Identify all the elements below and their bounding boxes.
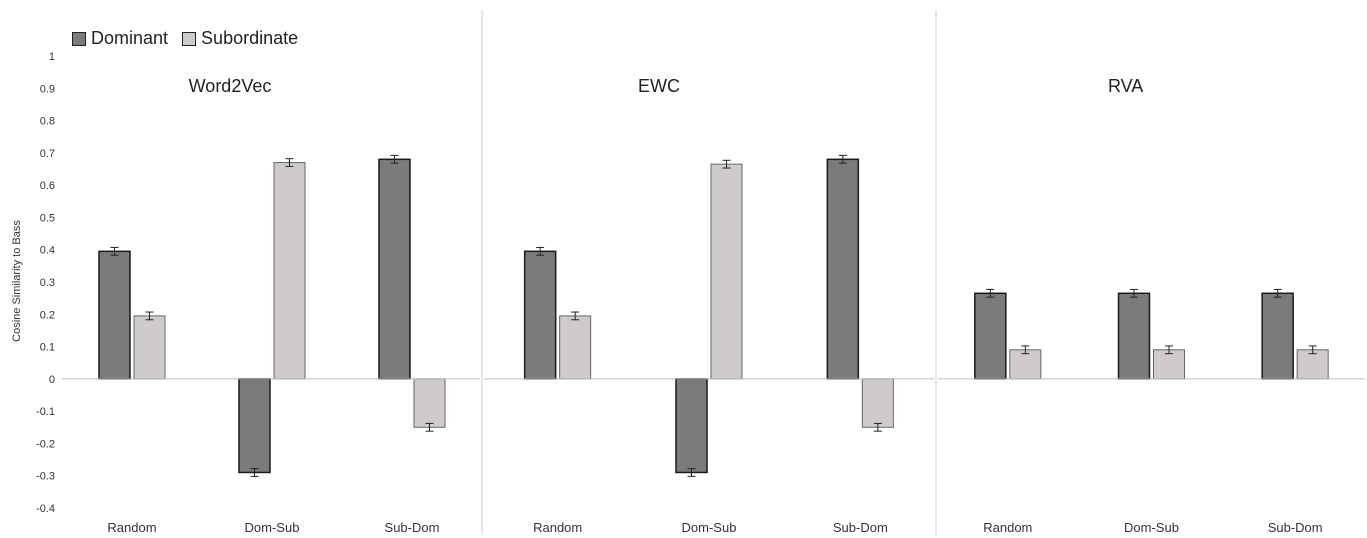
bar-dominant (238, 378, 271, 474)
panel-title: RVA (1108, 76, 1143, 96)
panel-title: Word2Vec (189, 76, 272, 96)
legend-label-dominant: Dominant (91, 28, 169, 48)
x-tick-label: Sub-Dom (1268, 520, 1323, 535)
y-tick-label: -0.3 (36, 471, 55, 483)
y-tick-label: 0.9 (40, 83, 55, 95)
x-tick-label: Random (983, 520, 1032, 535)
y-tick-label: 0.4 (40, 245, 55, 257)
x-tick-label: Sub-Dom (385, 520, 440, 535)
bar-subordinate (861, 378, 894, 428)
panel-title: EWC (638, 76, 680, 96)
bar-dominant (826, 158, 860, 380)
bar-subordinate (273, 162, 306, 380)
bar-subordinate (413, 378, 446, 428)
bar-dominant (1261, 292, 1294, 380)
bar-dominant (378, 158, 411, 380)
legend-label-subordinate: Subordinate (201, 28, 299, 48)
bar-dominant (974, 292, 1007, 380)
x-tick-label: Dom-Sub (245, 520, 300, 535)
bar-subordinate (1296, 349, 1329, 380)
y-tick-label: 0.8 (40, 116, 55, 128)
y-tick-label: 0.2 (40, 309, 55, 321)
x-tick-label: Dom-Sub (1124, 520, 1179, 535)
x-tick-label: Sub-Dom (833, 520, 888, 535)
bar-dominant (1117, 292, 1151, 380)
y-tick-label: 0.3 (40, 277, 55, 289)
legend-item-subordinate: Subordinate (182, 28, 298, 49)
y-tick-label: 0 (49, 374, 55, 386)
y-tick-label: 1 (49, 51, 55, 63)
y-tick-label: 0.5 (40, 212, 55, 224)
bar-subordinate (559, 315, 592, 380)
y-tick-label: -0.1 (36, 406, 55, 418)
bar-dominant (675, 378, 708, 474)
y-tick-label: 0.6 (40, 180, 55, 192)
x-tick-label: Dom-Sub (682, 520, 737, 535)
y-tick-label: 0.7 (40, 148, 55, 160)
legend: Dominant Subordinate (72, 28, 312, 49)
bar-subordinate (710, 163, 743, 380)
legend-swatch-subordinate (182, 31, 197, 46)
x-tick-label: Random (107, 520, 156, 535)
bar-dominant (98, 250, 131, 380)
bar-subordinate (133, 315, 166, 380)
bar-dominant (523, 250, 557, 380)
legend-swatch-dominant (72, 31, 86, 46)
x-tick-label: Random (533, 520, 582, 535)
y-tick-label: -0.2 (36, 438, 55, 450)
y-axis-label: Cosine Similarity to Bass (11, 220, 23, 342)
legend-item-dominant: Dominant (72, 28, 168, 49)
y-tick-label: 0.1 (40, 342, 55, 354)
y-tick-label: -0.4 (36, 503, 55, 515)
